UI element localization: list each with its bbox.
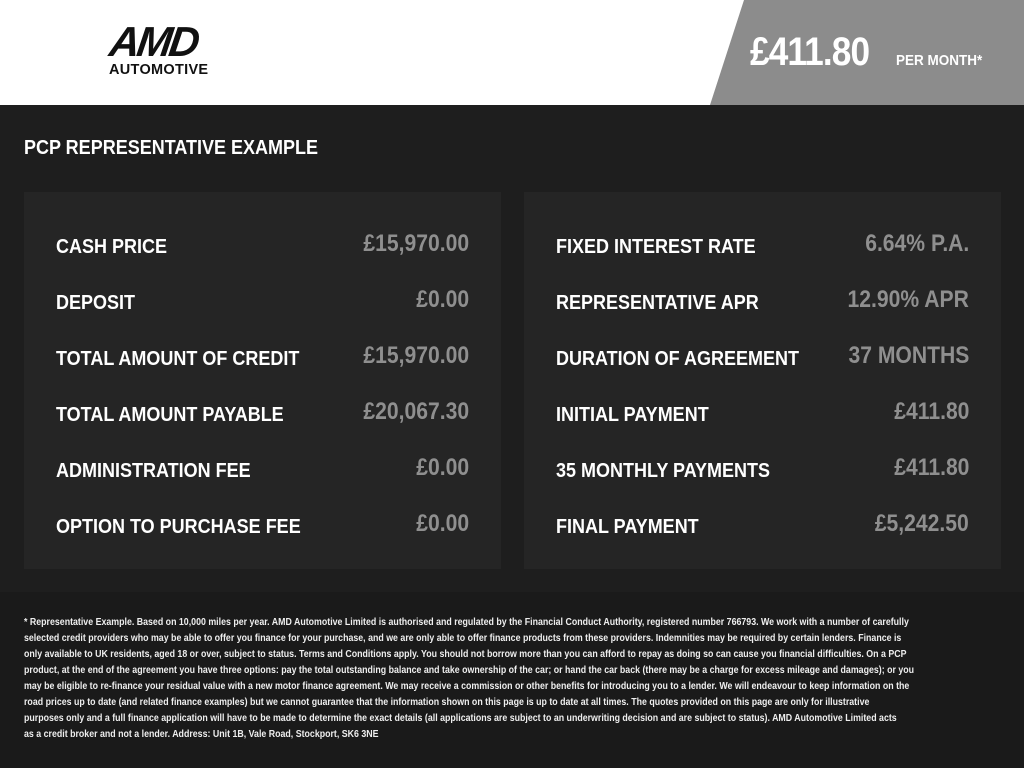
finance-row: TOTAL AMOUNT OF CREDIT £15,970.00	[56, 340, 469, 370]
finance-value: 37 MONTHS	[848, 342, 969, 369]
finance-value: £411.80	[893, 398, 969, 425]
finance-label: INITIAL PAYMENT	[556, 404, 709, 426]
finance-label: TOTAL AMOUNT OF CREDIT	[56, 348, 300, 370]
finance-row: FINAL PAYMENT £5,242.50	[556, 508, 969, 538]
finance-row: FIXED INTEREST RATE 6.64% P.A.	[556, 228, 969, 258]
disclaimer-line: purposes only and a full finance applica…	[24, 712, 897, 724]
finance-value: £15,970.00	[363, 342, 469, 369]
finance-value: £0.00	[416, 286, 469, 313]
finance-value: £15,970.00	[363, 230, 469, 257]
finance-value: 6.64% P.A.	[864, 230, 969, 257]
finance-label: FIXED INTEREST RATE	[556, 236, 756, 258]
finance-value: £411.80	[893, 454, 969, 481]
section-title: PCP REPRESENTATIVE EXAMPLE	[24, 137, 319, 159]
finance-label: OPTION TO PURCHASE FEE	[56, 516, 301, 538]
monthly-price-box: £411.80 PER MONTH*	[710, 0, 1024, 105]
disclaimer-line: may be eligible to re-finance your resid…	[24, 680, 910, 692]
disclaimer-line: * Representative Example. Based on 10,00…	[24, 616, 909, 628]
finance-label: CASH PRICE	[56, 236, 168, 258]
amd-automotive-logo[interactable]: AMD AUTOMOTIVE	[107, 18, 228, 80]
finance-label: REPRESENTATIVE APR	[556, 292, 759, 314]
finance-label: DEPOSIT	[56, 292, 136, 314]
finance-details-right: FIXED INTEREST RATE 6.64% P.A. REPRESENTAT…	[524, 192, 1001, 569]
disclaimer-line: only available to UK residents, aged 18 …	[24, 648, 907, 660]
finance-label: 35 MONTHLY PAYMENTS	[556, 460, 771, 482]
disclaimer-line: as a credit broker and not a lender. Add…	[24, 728, 379, 740]
finance-label: ADMINISTRATION FEE	[56, 460, 251, 482]
monthly-price: £411.80	[750, 30, 870, 74]
logo-subtext: AUTOMOTIVE	[109, 62, 209, 78]
finance-details-left: CASH PRICE £15,970.00 DEPOSIT £0.00 TOTAL AM…	[24, 192, 501, 569]
finance-label: TOTAL AMOUNT PAYABLE	[56, 404, 284, 426]
finance-row: TOTAL AMOUNT PAYABLE £20,067.30	[56, 396, 469, 426]
finance-row: OPTION TO PURCHASE FEE £0.00	[56, 508, 469, 538]
logo-text: AMD	[106, 18, 201, 65]
finance-row: 35 MONTHLY PAYMENTS £411.80	[556, 452, 969, 482]
disclaimer-line: product, at the end of the agreement you…	[24, 664, 915, 676]
finance-value: 12.90% APR	[847, 286, 969, 313]
per-month-label: PER MONTH*	[896, 52, 983, 69]
finance-value: £5,242.50	[875, 510, 969, 537]
disclaimer-footer: * Representative Example. Based on 10,00…	[0, 592, 1024, 768]
disclaimer-line: selected credit providers who may be abl…	[24, 632, 902, 644]
disclaimer-line: road prices up to date (and related fina…	[24, 696, 870, 708]
finance-label: FINAL PAYMENT	[556, 516, 699, 538]
finance-value: £0.00	[416, 510, 469, 537]
finance-row: DURATION OF AGREEMENT 37 MONTHS	[556, 340, 969, 370]
finance-row: CASH PRICE £15,970.00	[56, 228, 469, 258]
finance-value: £0.00	[416, 454, 469, 481]
finance-label: DURATION OF AGREEMENT	[556, 348, 799, 370]
finance-row: REPRESENTATIVE APR 12.90% APR	[556, 284, 969, 314]
finance-row: DEPOSIT £0.00	[56, 284, 469, 314]
finance-row: ADMINISTRATION FEE £0.00	[56, 452, 469, 482]
header: AMD AUTOMOTIVE £411.80 PER MONTH*	[0, 0, 1024, 105]
finance-value: £20,067.30	[363, 398, 469, 425]
finance-row: INITIAL PAYMENT £411.80	[556, 396, 969, 426]
